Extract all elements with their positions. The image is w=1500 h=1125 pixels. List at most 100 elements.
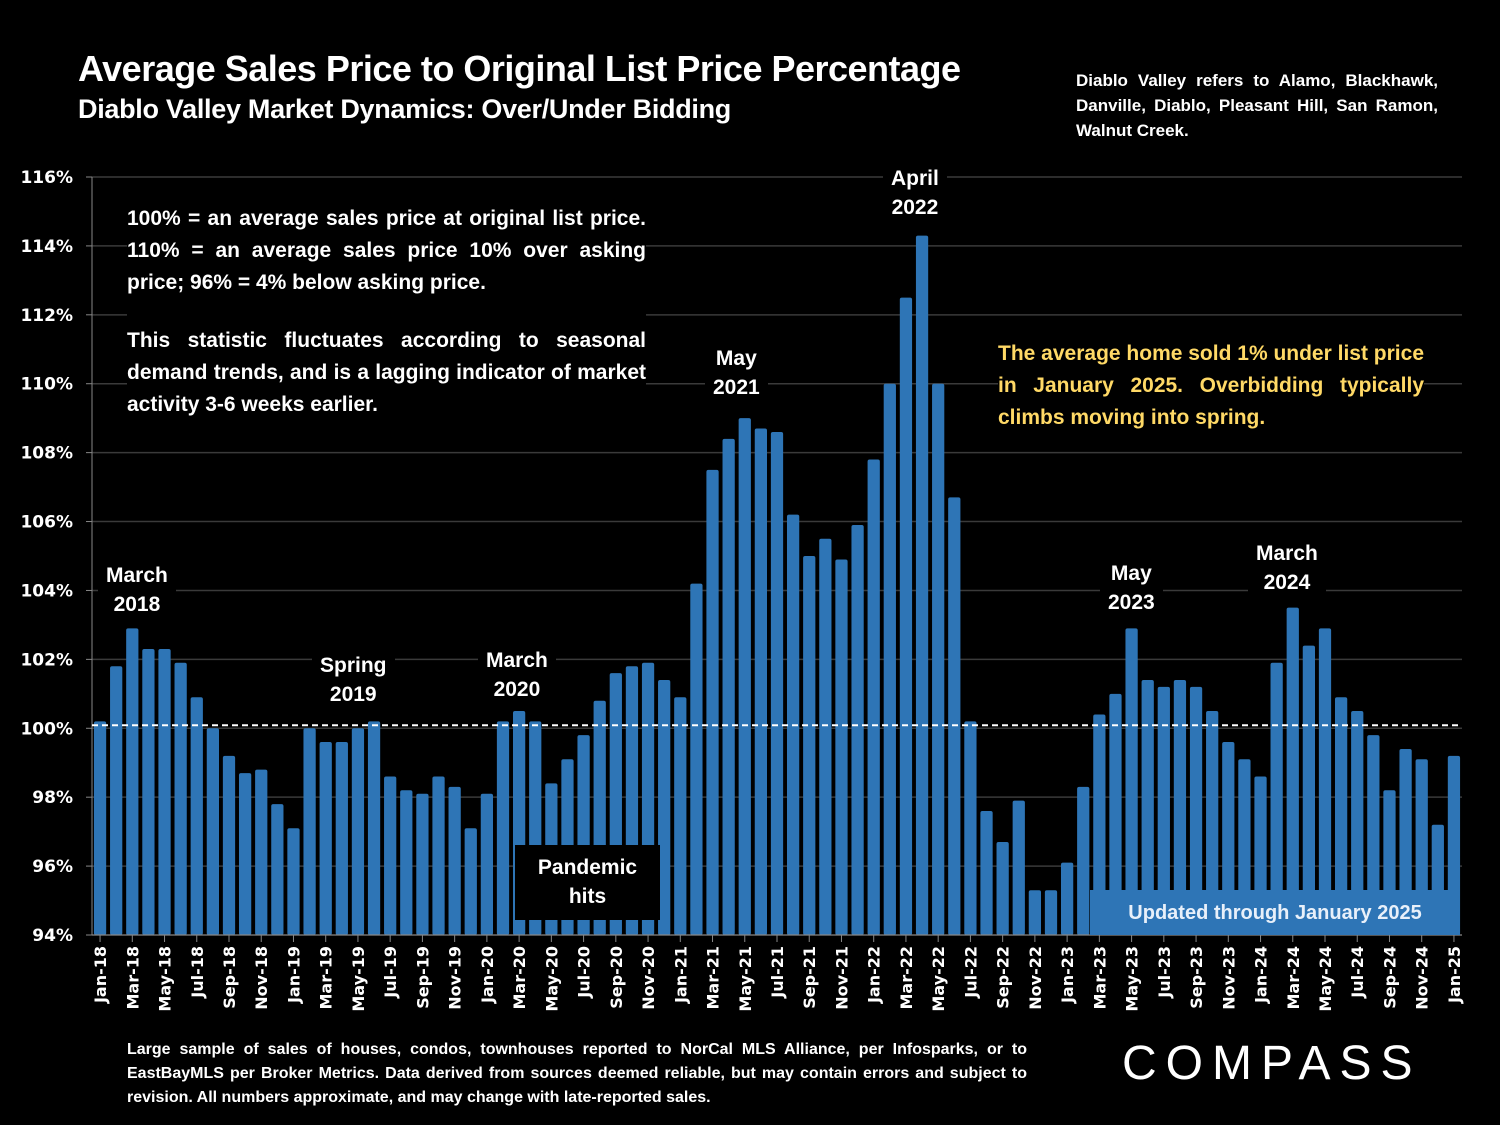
bar-Feb-22	[883, 383, 896, 935]
bar-Sep-18	[222, 755, 236, 935]
y-tick-label: 104%	[20, 581, 73, 601]
y-axis-tick-labels: 94% 96% 98% 100% 102% 104% 106% 108% 110% 112% 114…	[20, 168, 73, 946]
x-tick-label: Jul-21	[768, 946, 787, 999]
bar-Dec-20	[658, 680, 671, 935]
x-tick-label: Nov-18	[252, 946, 271, 1010]
x-tick-label: Nov-24	[1413, 946, 1432, 1010]
bar-Apr-24	[1302, 645, 1316, 935]
annotation-line: 2018	[113, 593, 161, 616]
y-tick-label: 116%	[20, 168, 73, 188]
x-tick-label: Jan-24	[1252, 946, 1271, 1004]
y-tick-label: 108%	[20, 444, 73, 464]
annotation-april-2022: April 2022	[883, 164, 947, 222]
x-tick-label: Nov-21	[832, 946, 851, 1010]
x-axis: Jan-18 Mar-18 May-18 Jul-18 Sep-18 Nov-18 Jan-…	[91, 934, 1464, 1012]
x-tick-label: Nov-22	[1026, 946, 1045, 1010]
annotation-line: 2021	[713, 376, 760, 399]
bar-Mar-22	[899, 297, 913, 935]
definition-note: 100% = an average sales price at origina…	[127, 207, 646, 294]
bar-Mar-19	[319, 742, 332, 935]
bar-Jun-21	[754, 428, 768, 935]
bar-Sep-22	[996, 841, 1009, 935]
bar-Feb-19	[303, 728, 316, 935]
bar-Aug-23	[1173, 680, 1187, 935]
x-tick-label: Jul-24	[1348, 946, 1367, 999]
x-tick-label: May-23	[1123, 946, 1142, 1012]
x-tick-label: Jul-23	[1155, 946, 1174, 999]
bar-Feb-18	[110, 666, 123, 935]
bar-Jan-21	[674, 697, 687, 935]
x-tick-label: Jul-18	[188, 946, 207, 999]
bar-Mar-21	[706, 469, 719, 935]
annotation-line: 2019	[329, 683, 377, 706]
x-tick-label: Jan-20	[478, 946, 497, 1004]
bar-Oct-18	[238, 773, 252, 935]
x-tick-label: May-19	[349, 946, 368, 1012]
bar-Feb-21	[690, 583, 703, 935]
annotation-spring-2019: Spring 2019	[312, 651, 395, 709]
x-tick-label: Nov-20	[639, 946, 658, 1010]
annotation-line: 2022	[891, 196, 939, 219]
bar-May-22	[932, 383, 945, 935]
annotation-line: hits	[568, 885, 607, 908]
bar-May-18	[158, 649, 171, 935]
bar-Dec-22	[1044, 890, 1058, 935]
y-tick-label: 106%	[20, 513, 73, 533]
x-tick-label: Mar-24	[1284, 946, 1303, 1010]
x-tick-label: Sep-20	[607, 946, 626, 1009]
x-tick-label: May-24	[1316, 946, 1335, 1012]
region-definition-note: Diablo Valley refers to Alamo, Blackhawk…	[1076, 71, 1438, 140]
bar-Oct-24	[1399, 748, 1412, 935]
bar-Jan-18	[93, 721, 107, 935]
bar-Nov-21	[835, 559, 848, 935]
bar-Mar-18	[126, 628, 139, 935]
bar-Jul-19	[384, 776, 397, 935]
bar-Jul-23	[1157, 686, 1170, 935]
x-tick-label: Sep-18	[220, 946, 239, 1009]
y-tick-label: 96%	[32, 857, 73, 877]
bar-May-21	[738, 418, 751, 935]
x-tick-label: Jan-23	[1058, 946, 1077, 1004]
x-tick-label: Nov-23	[1219, 946, 1238, 1010]
bar-Feb-24	[1270, 662, 1283, 935]
bar-Nov-18	[255, 769, 268, 935]
y-tick-label: 94%	[32, 926, 73, 946]
bar-Aug-19	[400, 790, 413, 935]
x-tick-label: Jan-25	[1445, 946, 1464, 1004]
chart-subtitle: Diablo Valley Market Dynamics: Over/Unde…	[78, 94, 731, 124]
x-tick-label: Jan-19	[284, 946, 303, 1004]
y-tick-label: 102%	[20, 650, 73, 670]
bar-Aug-24	[1367, 735, 1380, 935]
annotation-line: April	[891, 167, 939, 190]
x-tick-label: Jan-21	[671, 946, 690, 1004]
bar-Jan-19	[287, 828, 300, 935]
bar-Jun-18	[174, 662, 187, 935]
x-tick-label: Jul-22	[961, 946, 980, 999]
bar-Oct-23	[1206, 711, 1219, 935]
y-tick-label: 112%	[20, 306, 73, 326]
x-tick-label: Sep-21	[800, 946, 819, 1009]
annotation-march-2018: March 2018	[98, 561, 176, 619]
annotation-march-2020: March 2020	[478, 646, 556, 704]
updated-through-banner: Updated through January 2025	[1090, 890, 1460, 935]
annotation-pandemic-hits: Pandemic hits	[515, 845, 660, 920]
x-tick-label: Sep-23	[1187, 946, 1206, 1009]
annotation-line: 2023	[1108, 591, 1155, 614]
bar-Sep-23	[1189, 686, 1203, 935]
bar-Feb-23	[1077, 786, 1090, 935]
x-tick-label: May-21	[736, 946, 755, 1012]
y-tick-label: 114%	[20, 237, 73, 257]
bar-Nov-22	[1028, 890, 1042, 935]
x-tick-label: Jan-18	[91, 946, 110, 1004]
bar-Feb-20	[496, 721, 510, 935]
annotation-line: May	[715, 347, 757, 370]
x-tick-label: Jul-20	[575, 946, 594, 999]
bar-Dec-21	[851, 524, 864, 935]
x-tick-label: Mar-19	[317, 946, 336, 1010]
annotation-line: March	[486, 649, 548, 672]
bar-Aug-22	[980, 810, 993, 935]
bar-Aug-18	[206, 728, 220, 935]
bar-Nov-23	[1222, 742, 1235, 935]
chart-title: Average Sales Price to Original List Pri…	[78, 48, 961, 89]
